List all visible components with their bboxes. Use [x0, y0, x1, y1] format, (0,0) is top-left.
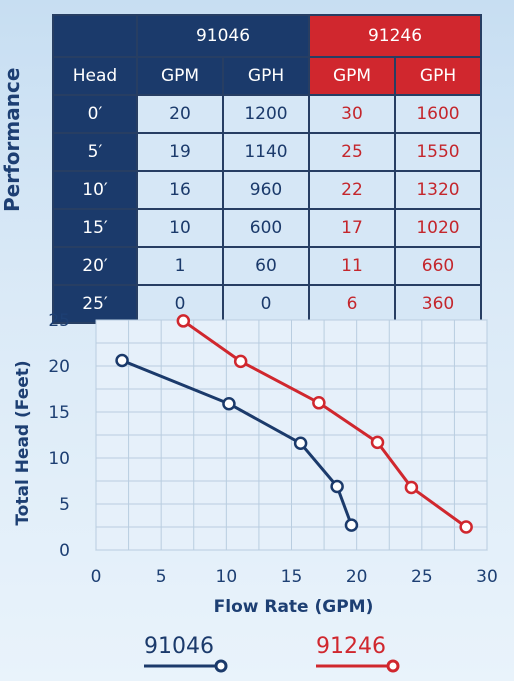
data-point-91246	[404, 480, 419, 495]
y-tick-label: 10	[48, 449, 70, 469]
y-tick-label: 0	[59, 541, 70, 561]
data-point-91046	[222, 396, 236, 411]
table-cell: 16	[136, 170, 224, 210]
legend-line-icon-91246	[316, 659, 400, 673]
table-cell: 10	[136, 208, 224, 248]
head-cell: 10′	[52, 170, 138, 210]
data-point-91246	[312, 396, 326, 410]
table-cell: 19	[136, 132, 224, 172]
data-point-91246	[233, 354, 248, 369]
data-point-91246	[176, 314, 191, 328]
data-point-91246	[370, 435, 385, 450]
table-cell: 1200	[222, 94, 310, 134]
table-model-row: 91046 91246	[52, 14, 482, 58]
series-group	[115, 314, 473, 534]
table-cell: 6	[308, 284, 396, 324]
table-cell: 22	[308, 170, 396, 210]
table-cell: 20	[136, 94, 224, 134]
legend-label-91246: 91246	[316, 634, 386, 659]
column-header-gph: GPH	[394, 56, 482, 96]
performance-chart: 0 5 10 15 20 25 30 0 5 10 15 20 25 Flow Rate (GPM) T…	[13, 311, 498, 617]
data-point-91046	[293, 436, 308, 451]
model-header-91046: 91046	[136, 14, 310, 58]
legend-item-91046: 91046	[144, 634, 230, 673]
data-point-91246	[459, 520, 473, 534]
table-row: 5′ 19 1140 25 1550	[52, 132, 482, 172]
x-tick-label: 20	[346, 567, 368, 587]
table-corner-cell	[52, 14, 138, 58]
table-cell: 360	[394, 284, 482, 324]
table-cell: 11	[308, 246, 396, 286]
performance-label: Performance	[0, 67, 24, 212]
table-cell: 30	[308, 94, 396, 134]
legend-label-91046: 91046	[144, 634, 214, 659]
data-point-91046	[330, 479, 344, 494]
table-cell: 600	[222, 208, 310, 248]
table-cell: 1140	[222, 132, 310, 172]
table-cell: 0	[222, 284, 310, 324]
y-tick-label: 5	[59, 495, 70, 515]
table-cell: 25	[308, 132, 396, 172]
x-tick-label: 25	[411, 567, 433, 587]
table-row: 20′ 1 60 11 660	[52, 246, 482, 286]
x-tick-label: 15	[281, 567, 303, 587]
legend-line-icon-91046	[144, 659, 228, 673]
table-cell: 660	[394, 246, 482, 286]
legend-item-91246: 91246	[316, 634, 402, 673]
table-cell: 1320	[394, 170, 482, 210]
head-cell: 15′	[52, 208, 138, 248]
table-row: 10′ 16 960 22 1320	[52, 170, 482, 210]
head-cell: 25′	[52, 284, 138, 324]
table-row: 0′ 20 1200 30 1600	[52, 94, 482, 134]
table-column-header-row: Head GPM GPH GPM GPH	[52, 56, 482, 96]
column-header-gpm: GPM	[136, 56, 224, 96]
table-cell: 60	[222, 246, 310, 286]
x-tick-label: 30	[476, 567, 498, 587]
head-cell: 0′	[52, 94, 138, 134]
column-header-gpm: GPM	[308, 56, 396, 96]
table-cell: 960	[222, 170, 310, 210]
model-header-91246: 91246	[308, 14, 482, 58]
y-tick-label: 15	[48, 403, 70, 423]
series-line-91246	[182, 319, 468, 529]
x-axis-label: Flow Rate (GPM)	[214, 597, 374, 617]
x-tick-label: 10	[216, 567, 238, 587]
performance-table: 91046 91246 Head GPM GPH GPM GPH 0′ 20 1…	[52, 14, 482, 324]
table-cell: 1550	[394, 132, 482, 172]
data-point-91046	[344, 518, 359, 532]
x-tick-label: 0	[91, 567, 102, 587]
grid	[95, 319, 488, 551]
table-cell: 17	[308, 208, 396, 248]
table-cell: 1	[136, 246, 224, 286]
y-tick-label: 20	[48, 357, 70, 377]
tick-labels: 0 5 10 15 20 25 30 0 5 10 15 20 25	[48, 311, 497, 587]
y-axis-label: Total Head (Feet)	[13, 360, 33, 525]
column-header-gph: GPH	[222, 56, 310, 96]
x-tick-label: 5	[156, 567, 167, 587]
table-cell: 1600	[394, 94, 482, 134]
head-cell: 5′	[52, 132, 138, 172]
table-row: 15′ 10 600 17 1020	[52, 208, 482, 248]
table-cell: 1020	[394, 208, 482, 248]
y-tick-label: 25	[48, 311, 70, 331]
column-header-head: Head	[52, 56, 138, 96]
table-row: 25′ 0 0 6 360	[52, 284, 482, 324]
head-cell: 20′	[52, 246, 138, 286]
data-point-91046	[115, 353, 129, 368]
